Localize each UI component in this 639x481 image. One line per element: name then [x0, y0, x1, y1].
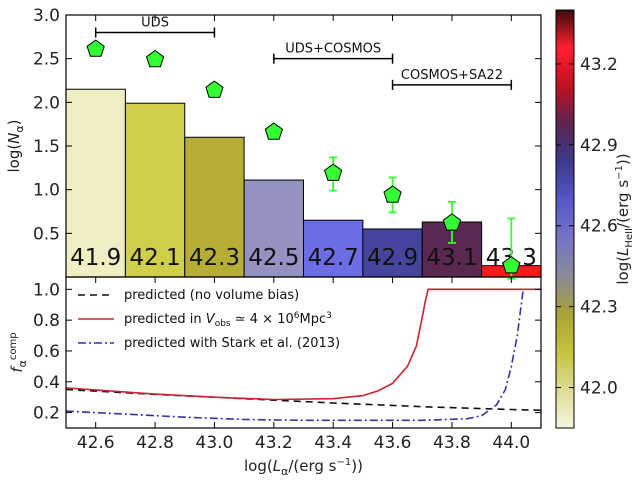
y-tick-label: 0.5: [33, 224, 60, 244]
survey-label: UDS+COSMOS: [285, 42, 381, 57]
data-point: [383, 185, 402, 203]
bars-layer: 41.942.142.342.542.742.943.143.3: [65, 88, 542, 278]
y-tick-label: 0.6: [33, 342, 60, 362]
bar-label: 43.1: [426, 245, 477, 271]
y-tick-label: 2.0: [33, 93, 60, 113]
bar-41-9: [65, 88, 126, 278]
bar-label: 42.9: [367, 245, 418, 271]
completeness-axes-frame: [65, 276, 542, 429]
main-y-axis-label: log(Nα): [5, 119, 26, 172]
data-point: [442, 213, 462, 231]
x-tick-label: 43.2: [255, 433, 293, 453]
bar-label: 42.3: [189, 245, 240, 271]
x-tick-label: 43.4: [314, 433, 352, 453]
y-tick-label: 1.0: [33, 280, 60, 300]
completeness-y-axis-label: fαcomp: [8, 332, 29, 372]
completeness-line: [65, 288, 541, 401]
legend-entry: predicted with Stark et al. (2013): [124, 336, 340, 351]
x-tick-label: 42.6: [77, 433, 115, 453]
bar-label: 41.9: [70, 245, 121, 271]
bar-label: 42.1: [129, 245, 180, 271]
bar-42-9: [362, 228, 423, 278]
number-counts-panel: 41.942.142.342.542.742.943.143.3 UDSUDS+…: [5, 6, 542, 280]
completeness-y-ticks: 0.2 0.4 0.6 0.8 1.0: [33, 280, 541, 424]
x-tick-label: 43.0: [196, 433, 234, 453]
colorbar-tick-label: 42.9: [580, 136, 618, 156]
y-tick-label: 0.8: [33, 311, 60, 331]
data-point: [502, 255, 521, 274]
colorbar-tick-label: 42.6: [580, 217, 618, 237]
colorbar-tick-label: 43.2: [580, 55, 618, 75]
legend-entry: predicted in Vobs ≃ 4 × 106Mpc3: [124, 311, 332, 329]
bar-label: 42.5: [248, 245, 299, 271]
bar-42-1: [124, 102, 186, 278]
x-tick-label: 42.8: [136, 433, 174, 453]
completeness-lines-layer: [65, 288, 542, 422]
colorbar-gradient: [555, 9, 575, 429]
x-tick-label: 44.0: [492, 433, 530, 453]
y-tick-label: 0.4: [33, 373, 60, 393]
y-tick-label: 3.0: [33, 6, 60, 26]
x-tick-label: 43.8: [433, 433, 471, 453]
legend-entry: predicted (no volume bias): [124, 288, 299, 303]
bar-label: 42.7: [308, 245, 359, 271]
colorbar-ticks: 42.0 42.3 42.6 42.9 43.2: [556, 55, 618, 399]
survey-label: COSMOS+SA22: [401, 68, 503, 83]
x-ticks: 42.6 42.8 43.0 43.2 43.4 43.6 43.8 44.0: [77, 15, 530, 453]
colorbar-tick-label: 42.0: [580, 379, 618, 399]
survey-label: UDS: [141, 15, 169, 30]
data-point: [324, 163, 343, 181]
y-tick-label: 1.0: [33, 181, 60, 201]
x-axis-label: log(Lα/(erg s−1)): [244, 457, 363, 478]
y-tick-label: 1.5: [33, 137, 60, 157]
data-point: [86, 39, 105, 57]
points-layer: [86, 39, 521, 280]
data-point: [264, 122, 283, 140]
data-point: [145, 49, 165, 68]
bar-42-3: [184, 136, 245, 278]
data-point: [205, 80, 224, 98]
legend: predicted (no volume bias) predicted in V…: [78, 288, 340, 351]
colorbar-label: log(LHeII/(erg s−1)): [614, 153, 635, 284]
completeness-line: [65, 289, 524, 422]
y-tick-label: 2.5: [33, 50, 60, 70]
x-tick-label: 43.6: [374, 433, 412, 453]
y-tick-label: 0.2: [33, 404, 60, 424]
colorbar-tick-label: 42.3: [580, 298, 618, 318]
survey-ranges-layer: UDS UDS+COSMOS COSMOS+SA22: [94, 15, 513, 90]
completeness-panel: 0.2 0.4 0.6 0.8 1.0 42.6 42.8 43.0 43.2 43.4 43.6…: [8, 15, 542, 478]
colorbar: 42.0 42.3 42.6 42.9 43.2 log(LHeII/(erg s−1)…: [555, 9, 635, 429]
main-y-ticks: 0.5 1.0 1.5 2.0 2.5 3.0: [33, 6, 541, 244]
bar-42-5: [243, 179, 304, 278]
